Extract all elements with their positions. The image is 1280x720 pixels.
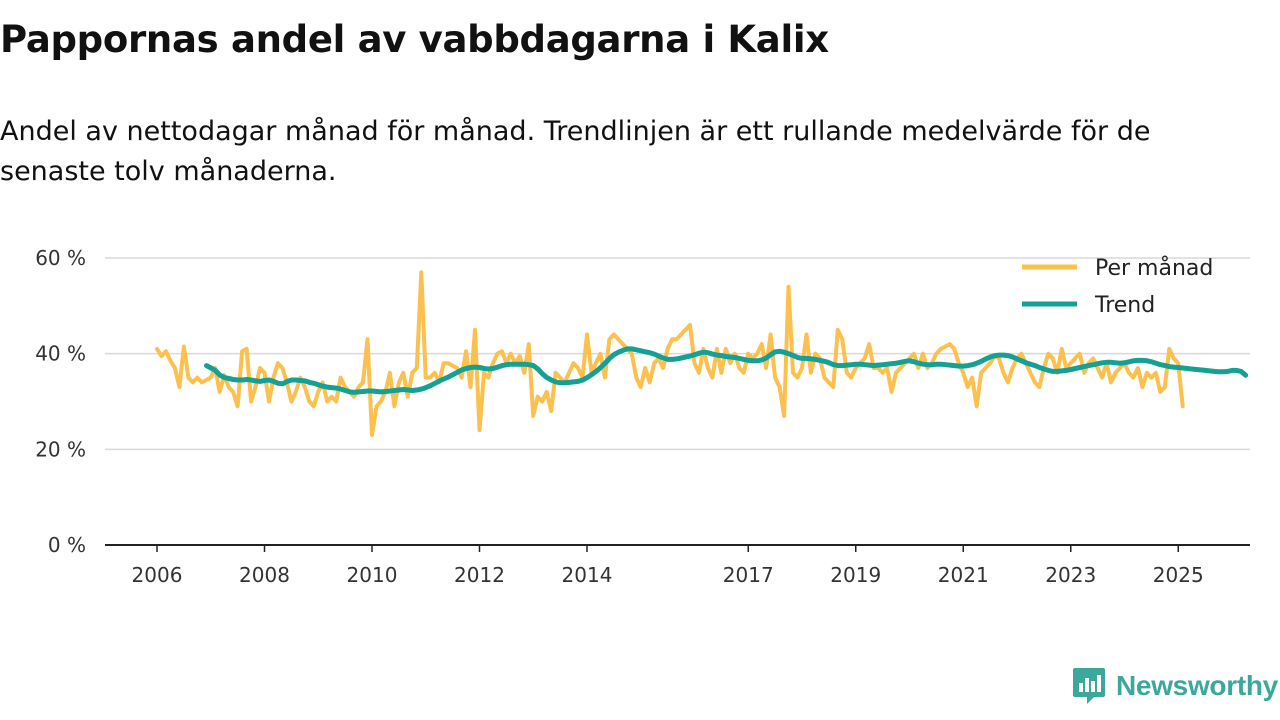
newsworthy-brand[interactable]: Newsworthy bbox=[1072, 667, 1278, 705]
chart-subtitle: Andel av nettodagar månad för månad. Tre… bbox=[0, 116, 1151, 187]
x-tick-label: 2019 bbox=[830, 563, 881, 587]
newsworthy-brand-name: Newsworthy bbox=[1116, 670, 1278, 701]
newsworthy-logo-icon bbox=[1073, 668, 1105, 704]
x-tick-label: 2017 bbox=[723, 563, 774, 587]
legend-label-per-manad: Per månad bbox=[1095, 255, 1213, 281]
y-axis-ticks: 0 % 20 % 40 % 60 % bbox=[35, 246, 86, 557]
x-tick-label: 2010 bbox=[347, 563, 398, 587]
legend-label-trend: Trend bbox=[1094, 293, 1155, 318]
page-title: Pappornas andel av vabbdagarna i Kalix bbox=[0, 18, 829, 61]
y-tick-label: 0 % bbox=[48, 533, 86, 557]
y-tick-label: 60 % bbox=[35, 246, 86, 270]
x-tick-label: 2008 bbox=[239, 563, 290, 587]
series-lines bbox=[155, 270, 1249, 437]
x-tick-label: 2023 bbox=[1045, 563, 1096, 587]
x-tick-label: 2014 bbox=[562, 563, 613, 587]
x-axis-ticks: 2006 2008 2010 2012 2014 2017 2019 2021 2023 2025 bbox=[132, 545, 1204, 587]
x-tick-label: 2006 bbox=[132, 563, 183, 587]
series-line-trend bbox=[204, 346, 1249, 395]
y-tick-label: 40 % bbox=[35, 342, 86, 366]
series-line-per-manad bbox=[155, 270, 1185, 437]
x-tick-label: 2012 bbox=[454, 563, 505, 587]
y-tick-label: 20 % bbox=[35, 437, 86, 461]
x-tick-label: 2021 bbox=[938, 563, 989, 587]
legend: Per månad Trend bbox=[1022, 255, 1213, 318]
x-tick-label: 2025 bbox=[1153, 563, 1204, 587]
